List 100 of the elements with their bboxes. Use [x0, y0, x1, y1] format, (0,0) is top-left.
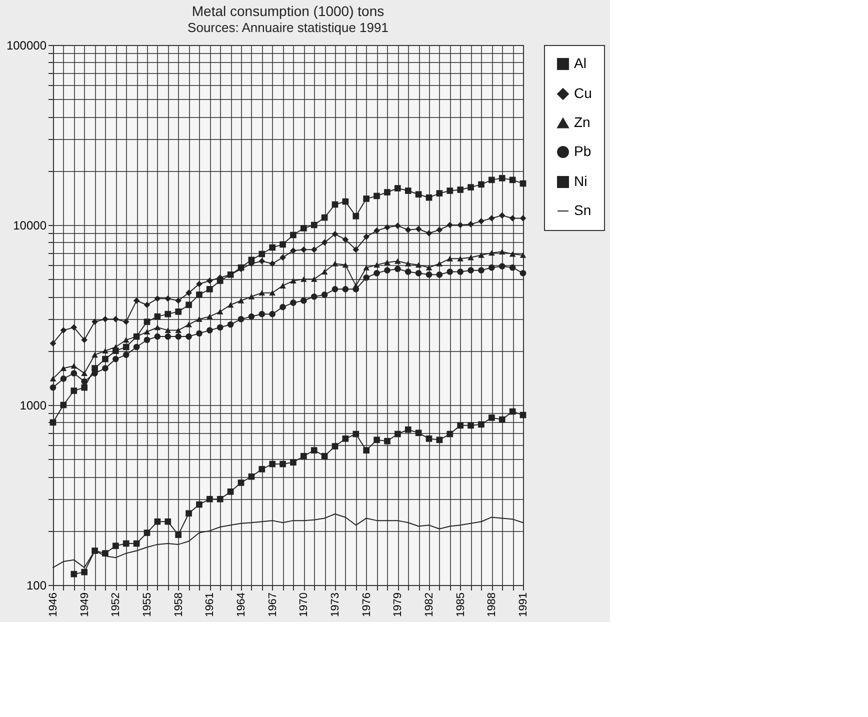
chart-subtitle: Sources: Annuaire statistique 1991: [188, 20, 388, 35]
point: [164, 310, 172, 318]
point: [206, 327, 213, 334]
point: [457, 268, 464, 275]
point: [122, 540, 130, 547]
point: [436, 260, 443, 266]
point: [300, 297, 307, 304]
point: [468, 422, 474, 429]
point: [238, 316, 244, 322]
point: [342, 198, 349, 205]
point: [426, 436, 432, 442]
legend-label: Al: [574, 55, 586, 71]
point: [300, 246, 307, 253]
point: [70, 570, 78, 578]
point: [186, 290, 192, 296]
point: [404, 226, 412, 233]
point: [332, 230, 338, 238]
point: [154, 313, 161, 320]
point: [92, 548, 98, 554]
point: [280, 241, 286, 248]
point: [457, 256, 464, 262]
point: [446, 222, 454, 228]
point: [290, 248, 296, 254]
point: [290, 459, 296, 466]
point: [342, 262, 349, 268]
point: [488, 250, 495, 256]
point: [332, 260, 338, 266]
point: [269, 260, 276, 267]
point: [227, 302, 234, 308]
point: [154, 295, 161, 302]
point: [415, 262, 422, 268]
point: [122, 318, 130, 325]
y-tick-label: 10000: [13, 218, 47, 232]
point: [509, 176, 516, 184]
point: [216, 308, 224, 314]
point: [102, 316, 108, 322]
y-tick-label: 1000: [20, 398, 47, 412]
point: [175, 328, 182, 334]
x-tick-label: 1985: [454, 592, 467, 617]
point: [384, 260, 390, 266]
point: [290, 278, 296, 284]
point: [468, 254, 474, 260]
point: [342, 436, 349, 442]
point: [206, 286, 213, 292]
point: [446, 268, 454, 275]
point: [436, 271, 443, 278]
point: [374, 192, 380, 200]
x-tick-label: 1979: [392, 592, 404, 617]
point: [248, 473, 255, 480]
point: [394, 430, 401, 438]
point: [258, 466, 266, 472]
point: [70, 388, 78, 394]
point: [102, 550, 108, 556]
point: [186, 510, 192, 517]
x-tick-label: 1988: [486, 592, 498, 617]
x-tick-label: 1991: [518, 592, 530, 617]
point: [144, 302, 150, 308]
point: [196, 316, 202, 322]
point: [384, 224, 390, 231]
point: [122, 337, 130, 343]
point: [488, 264, 495, 271]
point: [81, 384, 88, 391]
point: [122, 352, 130, 358]
point: [520, 215, 526, 222]
point: [332, 286, 338, 292]
y-tick-label: 100000: [6, 38, 47, 52]
point: [102, 365, 108, 372]
point: [436, 226, 443, 233]
point: [269, 244, 276, 251]
point: [426, 271, 432, 278]
point: [415, 270, 422, 276]
point: [227, 321, 234, 328]
point: [81, 336, 88, 344]
x-tick-label: 1961: [204, 592, 216, 617]
point: [498, 416, 506, 423]
point: [478, 181, 484, 188]
point: [196, 280, 202, 288]
point: [50, 384, 56, 391]
point: [363, 264, 370, 270]
point: [436, 190, 443, 196]
point: [60, 366, 67, 371]
point: [498, 263, 506, 270]
point: [509, 408, 516, 415]
point: [196, 292, 202, 298]
point: [509, 264, 516, 271]
point: [310, 293, 318, 300]
point: [352, 212, 360, 220]
point: [206, 314, 213, 320]
point: [394, 185, 401, 192]
point: [186, 322, 192, 328]
point: [144, 329, 150, 335]
point: [310, 276, 318, 282]
legend-label: Pb: [574, 143, 592, 159]
point: [394, 258, 401, 264]
point: [238, 480, 244, 486]
point: [404, 426, 412, 433]
point: [374, 436, 380, 444]
point: [133, 297, 140, 304]
point: [520, 412, 526, 418]
legend-label: Cu: [574, 85, 592, 101]
